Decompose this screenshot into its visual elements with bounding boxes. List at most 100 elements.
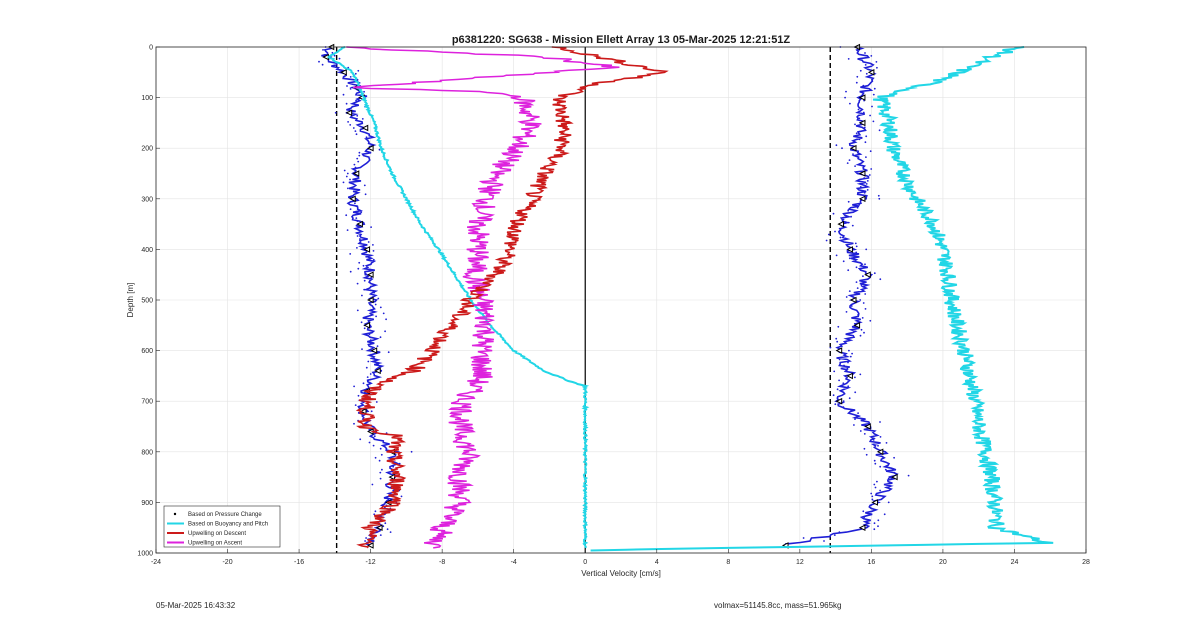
y-axis-label: Depth [m] [126, 283, 135, 318]
pressure-change-descent-line [321, 46, 401, 547]
pressure-change-point [887, 477, 890, 480]
pressure-change-point [377, 297, 380, 300]
pressure-change-point [384, 522, 387, 525]
pressure-change-marker [835, 347, 843, 354]
pressure-change-marker [853, 321, 861, 329]
pressure-change-point [885, 442, 888, 444]
pressure-change-point [374, 510, 377, 513]
y-tick-label: 800 [141, 449, 153, 456]
pressure-change-marker [352, 170, 360, 177]
x-ticks: -24 -20 -16 -12 -8 -4 0 4 8 12 16 20 24 28 [151, 549, 1090, 566]
pressure-change-point [353, 385, 355, 388]
pressure-change-point [331, 51, 334, 54]
pressure-change-point [877, 519, 880, 522]
pressure-change-point [859, 334, 862, 337]
pressure-change-point [846, 367, 849, 370]
pressure-change-point [854, 242, 857, 245]
pressure-change-point [863, 191, 866, 194]
legend-label: Based on Pressure Change [188, 512, 262, 518]
pressure-change-point [872, 93, 875, 96]
pressure-change-point [879, 465, 882, 468]
pressure-change-marker [835, 397, 843, 405]
pressure-change-point [859, 373, 862, 376]
pressure-change-point [374, 456, 377, 459]
pressure-change-point [857, 314, 859, 316]
pressure-change-point [379, 534, 382, 536]
pressure-change-point [362, 382, 365, 385]
pressure-change-point [322, 49, 324, 51]
pressure-change-point [368, 142, 371, 145]
pressure-change-point [370, 354, 373, 357]
pressure-change-point [342, 181, 345, 184]
pressure-change-point [349, 270, 352, 273]
pressure-change-point [863, 177, 866, 179]
pressure-change-point [834, 230, 836, 233]
pressure-change-point [856, 75, 859, 78]
pressure-change-point [855, 251, 858, 254]
pressure-change-point [370, 410, 373, 413]
pressure-change-point [856, 287, 859, 289]
pressure-change-point [848, 349, 850, 352]
pressure-change-point [364, 540, 366, 542]
pressure-change-point [373, 513, 376, 516]
y-tick-label: 200 [141, 146, 153, 153]
pressure-change-point [851, 224, 854, 227]
pressure-change-point [853, 424, 855, 426]
pressure-change-point [378, 148, 381, 151]
pressure-change-point [386, 528, 389, 531]
legend: Based on Pressure Change Based on Buoyanc… [163, 505, 281, 548]
pressure-change-point [342, 93, 345, 96]
pressure-change-point [364, 193, 367, 196]
pressure-change-point [864, 308, 867, 310]
pressure-change-point [869, 319, 872, 322]
pressure-change-point [848, 159, 851, 162]
pressure-change-point [348, 108, 350, 111]
pressure-change-point [360, 211, 363, 214]
pressure-change-point [858, 203, 861, 206]
pressure-change-marker [363, 246, 371, 253]
pressure-change-point [854, 391, 857, 394]
pressure-change-point [845, 311, 848, 313]
pressure-change-point [842, 260, 845, 263]
pressure-change-point [838, 358, 841, 361]
pressure-change-point [370, 276, 373, 279]
pressure-change-marker [864, 423, 871, 430]
pressure-change-point [345, 102, 348, 105]
pressure-change-point [869, 114, 871, 117]
legend-label: Based on Buoyancy and Pitch [188, 522, 268, 528]
pressure-change-point [850, 215, 852, 218]
pressure-change-marker [340, 68, 347, 76]
pressure-change-point [873, 528, 876, 531]
pressure-change-marker [891, 473, 898, 481]
pressure-change-point [832, 394, 835, 397]
pressure-change-point [841, 147, 843, 150]
pressure-change-point [361, 294, 363, 297]
pressure-change-point [855, 245, 858, 248]
pressure-change-point [369, 373, 372, 375]
pressure-change-marker [858, 195, 866, 203]
pressure-change-point [355, 205, 358, 208]
pressure-change-point [863, 433, 866, 435]
pressure-change-marker [858, 524, 866, 532]
pressure-change-point [872, 439, 875, 441]
pressure-change-marker [375, 524, 383, 532]
pressure-change-point [380, 453, 383, 456]
pressure-change-point [849, 102, 851, 105]
pressure-change-point [382, 312, 385, 315]
y-tick-label: 700 [141, 399, 153, 406]
chart-title: p6381220: SG638 - Mission Ellett Array 1… [452, 34, 791, 46]
x-tick-label: 20 [939, 559, 947, 566]
pressure-change-point [866, 189, 869, 191]
pressure-change-point [848, 290, 851, 292]
pressure-change-point [356, 247, 358, 249]
pressure-change-point [854, 123, 856, 126]
pressure-change-point [363, 391, 366, 394]
pressure-change-point [349, 178, 351, 181]
pressure-change-point [321, 63, 324, 66]
pressure-change-point [849, 355, 852, 358]
pressure-change-point [837, 325, 840, 328]
pressure-change-point [872, 120, 875, 123]
pressure-change-point [355, 99, 357, 102]
pressure-change-point [859, 186, 862, 188]
